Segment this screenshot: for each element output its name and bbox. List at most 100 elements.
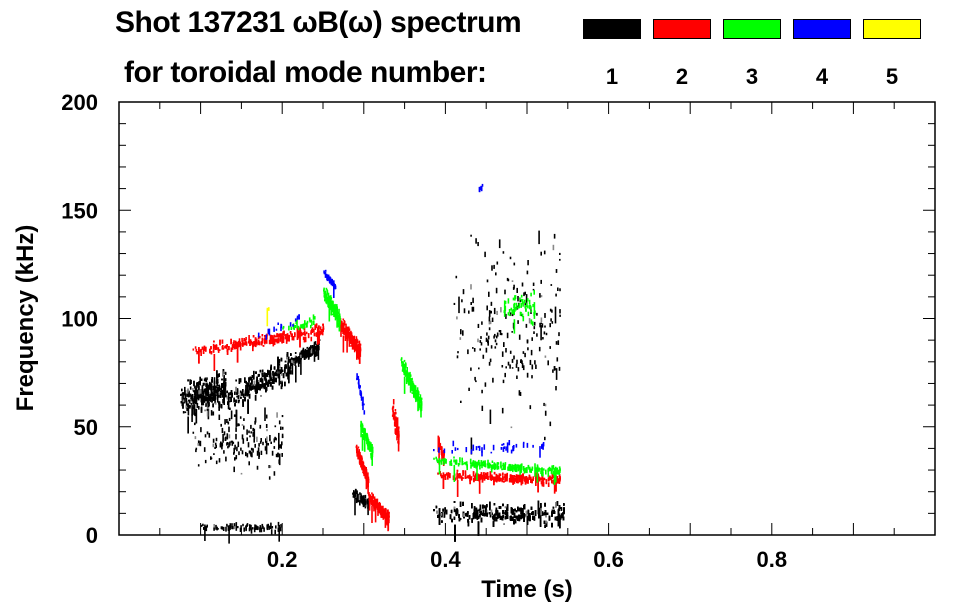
spectral-point xyxy=(344,335,347,341)
spectral-point xyxy=(255,371,257,374)
spectral-point xyxy=(477,242,479,247)
spectral-point xyxy=(495,474,498,481)
spectral-point xyxy=(198,394,200,398)
spectral-point xyxy=(290,357,293,360)
spectral-point xyxy=(356,348,359,351)
spectral-point xyxy=(362,471,364,474)
spectral-point xyxy=(310,345,312,349)
spectral-point xyxy=(268,379,271,384)
spectral-point xyxy=(476,463,478,468)
spectral-point xyxy=(485,513,487,517)
spectral-point xyxy=(559,258,561,261)
spectral-point xyxy=(488,512,491,515)
spectral-point xyxy=(506,504,509,508)
spectral-point xyxy=(230,410,233,420)
spectral-point xyxy=(512,476,515,482)
spectral-point xyxy=(458,463,461,465)
spectral-point xyxy=(248,377,250,383)
spectral-point xyxy=(205,346,207,352)
spectral-point xyxy=(278,432,280,450)
spectral-point xyxy=(382,512,385,518)
spectral-point xyxy=(312,350,314,355)
spectral-point xyxy=(438,447,440,465)
spectral-point xyxy=(355,444,358,448)
spectral-point xyxy=(404,362,407,368)
spectral-point xyxy=(499,506,502,509)
spectral-point xyxy=(200,427,202,433)
spectral-point xyxy=(319,326,322,330)
spectral-point xyxy=(296,326,299,340)
spectral-point xyxy=(369,445,372,451)
spectral-point xyxy=(280,380,282,384)
spectral-point xyxy=(411,386,413,391)
spectral-point xyxy=(555,470,558,475)
spectral-point xyxy=(371,492,373,495)
spectral-point xyxy=(541,476,544,482)
spectral-point xyxy=(558,513,561,518)
spectral-point xyxy=(513,519,515,525)
spectral-point xyxy=(397,427,400,432)
spectral-point xyxy=(505,475,508,482)
spectral-point xyxy=(277,365,280,371)
spectral-point xyxy=(273,367,276,369)
spectral-point xyxy=(313,332,316,337)
spectral-point xyxy=(215,437,218,442)
spectral-point xyxy=(555,293,557,297)
spectral-point xyxy=(192,409,194,415)
spectral-point xyxy=(273,471,276,476)
spectral-point xyxy=(478,508,481,513)
spectral-point xyxy=(272,377,275,383)
spectral-point xyxy=(462,477,464,479)
spectral-point xyxy=(493,471,496,475)
spectral-point xyxy=(269,370,272,381)
spectral-point xyxy=(218,401,220,405)
spectral-point xyxy=(254,420,256,425)
spectral-point xyxy=(534,512,537,516)
spectral-point xyxy=(473,477,475,483)
spectral-point xyxy=(236,446,238,452)
spectral-point xyxy=(512,468,514,473)
spectral-point xyxy=(511,478,513,483)
spectral-point xyxy=(183,397,186,404)
spectral-point xyxy=(187,416,189,434)
spectral-point xyxy=(516,475,518,478)
spectral-point xyxy=(367,503,369,516)
spectral-point xyxy=(211,396,213,399)
spectral-point xyxy=(220,526,223,530)
spectral-point xyxy=(223,450,225,454)
spectral-point xyxy=(342,335,345,353)
spectral-point xyxy=(367,444,369,450)
spectral-point xyxy=(468,310,470,314)
spectral-point xyxy=(383,508,385,511)
spectral-point xyxy=(559,476,561,479)
spectral-point xyxy=(462,462,464,465)
spectral-point xyxy=(517,367,520,372)
spectral-point xyxy=(549,346,551,349)
spectral-point xyxy=(558,474,561,477)
spectral-point xyxy=(302,347,305,357)
spectral-point xyxy=(192,388,194,392)
spectral-point xyxy=(455,509,457,515)
spectral-point xyxy=(528,475,531,477)
spectral-point xyxy=(320,329,322,335)
spectral-point xyxy=(205,379,208,382)
spectral-point xyxy=(495,287,498,294)
spectral-point xyxy=(235,345,238,349)
spectral-point xyxy=(249,435,251,438)
spectral-point xyxy=(366,474,369,477)
spectral-point xyxy=(203,345,206,351)
spectral-point xyxy=(245,527,247,532)
spectral-point xyxy=(254,524,256,529)
spectral-point xyxy=(280,444,282,449)
spectral-point xyxy=(505,348,507,353)
spectral-point xyxy=(479,476,481,481)
spectral-point xyxy=(420,405,422,418)
spectral-point xyxy=(308,354,310,359)
spectral-point xyxy=(237,441,240,448)
spectral-point xyxy=(440,473,442,477)
spectral-point xyxy=(238,343,240,348)
spectral-point xyxy=(335,314,337,318)
spectral-point xyxy=(279,369,281,374)
spectral-point xyxy=(264,407,266,421)
spectral-point xyxy=(437,435,440,453)
